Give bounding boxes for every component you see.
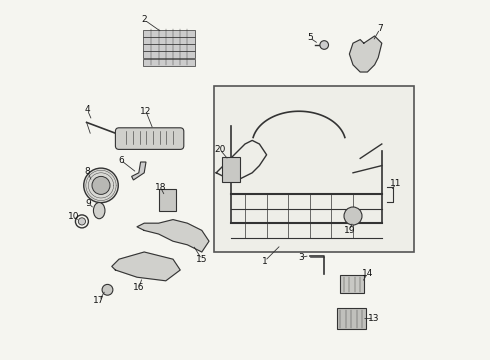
Text: 16: 16 bbox=[133, 284, 145, 292]
Circle shape bbox=[92, 176, 110, 194]
Text: 5: 5 bbox=[307, 33, 313, 42]
Text: 11: 11 bbox=[391, 179, 402, 188]
Circle shape bbox=[320, 41, 328, 49]
Text: 19: 19 bbox=[343, 226, 355, 235]
Circle shape bbox=[78, 218, 86, 225]
Polygon shape bbox=[137, 220, 209, 252]
FancyBboxPatch shape bbox=[144, 51, 196, 58]
Circle shape bbox=[102, 284, 113, 295]
Text: 2: 2 bbox=[142, 15, 147, 24]
Text: 4: 4 bbox=[84, 105, 90, 114]
Circle shape bbox=[84, 168, 118, 203]
Text: 14: 14 bbox=[362, 269, 373, 278]
Polygon shape bbox=[132, 162, 146, 180]
FancyBboxPatch shape bbox=[159, 189, 176, 211]
Text: 8: 8 bbox=[84, 166, 90, 176]
FancyBboxPatch shape bbox=[221, 157, 240, 182]
FancyBboxPatch shape bbox=[337, 308, 366, 329]
FancyBboxPatch shape bbox=[144, 59, 196, 66]
FancyBboxPatch shape bbox=[215, 86, 414, 252]
Text: 1: 1 bbox=[262, 256, 268, 266]
Text: 6: 6 bbox=[118, 156, 123, 165]
Text: 9: 9 bbox=[86, 199, 91, 208]
Polygon shape bbox=[112, 252, 180, 281]
FancyBboxPatch shape bbox=[116, 128, 184, 149]
FancyBboxPatch shape bbox=[144, 44, 196, 51]
Text: 3: 3 bbox=[298, 253, 304, 262]
Text: 13: 13 bbox=[368, 314, 380, 323]
Text: 15: 15 bbox=[196, 255, 208, 264]
Text: 18: 18 bbox=[155, 183, 166, 192]
Ellipse shape bbox=[94, 202, 105, 219]
Text: 12: 12 bbox=[140, 107, 152, 116]
Text: 7: 7 bbox=[377, 24, 383, 33]
Text: 20: 20 bbox=[214, 145, 225, 154]
FancyBboxPatch shape bbox=[341, 275, 364, 293]
Text: 10: 10 bbox=[68, 212, 80, 220]
Text: 17: 17 bbox=[94, 296, 105, 305]
FancyBboxPatch shape bbox=[144, 30, 196, 37]
FancyBboxPatch shape bbox=[144, 37, 196, 44]
Circle shape bbox=[344, 207, 362, 225]
Polygon shape bbox=[349, 36, 382, 72]
